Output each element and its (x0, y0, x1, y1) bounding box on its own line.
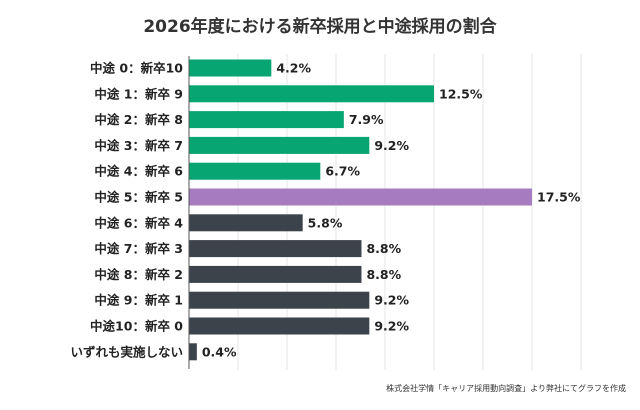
category-label: 中途 5：新卒 5 (94, 190, 183, 205)
bar (189, 162, 321, 180)
bar (189, 85, 434, 103)
category-label: 中途 8：新卒 2 (94, 267, 183, 282)
value-label: 0.4% (202, 344, 237, 359)
bar (189, 59, 272, 77)
value-label: 5.8% (308, 215, 343, 230)
value-label: 7.9% (349, 112, 384, 127)
chart-title: 2026年度における新卒採用と中途採用の割合 (143, 17, 497, 37)
value-label: 6.7% (325, 164, 360, 179)
category-labels: 中途 0：新卒10 中途 1：新卒 9 中途 2：新卒 8 中途 3：新卒 7 中途 4… (70, 61, 183, 360)
category-label: 中途 0：新卒10 (90, 61, 183, 76)
bars (189, 59, 532, 361)
value-label: 8.8% (366, 241, 401, 256)
category-label: 中途 9：新卒 1 (94, 293, 183, 308)
value-label: 17.5% (537, 190, 581, 205)
bar (189, 343, 197, 361)
grid-lines (237, 54, 582, 370)
bar (189, 111, 344, 129)
bar (189, 188, 532, 206)
bar (189, 240, 362, 258)
bar (189, 214, 303, 232)
category-label: 中途 7：新卒 3 (94, 241, 183, 256)
category-label: 中途 6：新卒 4 (94, 215, 183, 230)
value-label: 8.8% (366, 267, 401, 282)
value-labels: 4.2% 12.5% 7.9% 9.2% 6.7% 17.5% 5.8% 8.8% 8.8% 9.… (202, 61, 581, 360)
value-label: 9.2% (374, 293, 409, 308)
category-label: 中途 2：新卒 8 (94, 112, 183, 127)
value-label: 9.2% (374, 138, 409, 153)
bar (189, 265, 362, 283)
source-note: 株式会社学情「キャリア採用動向調査」より弊社にてグラフを作成 (386, 384, 626, 393)
category-label: いずれも実施しない (70, 344, 183, 359)
bar (189, 317, 370, 335)
category-label: 中途 1：新卒 9 (94, 86, 183, 101)
category-label: 中途10：新卒 0 (90, 319, 183, 334)
category-label: 中途 3：新卒 7 (94, 138, 183, 153)
bar (189, 136, 370, 154)
value-label: 9.2% (374, 319, 409, 334)
value-label: 4.2% (276, 61, 311, 76)
category-label: 中途 4：新卒 6 (94, 164, 183, 179)
bar (189, 291, 370, 309)
value-label: 12.5% (439, 86, 483, 101)
